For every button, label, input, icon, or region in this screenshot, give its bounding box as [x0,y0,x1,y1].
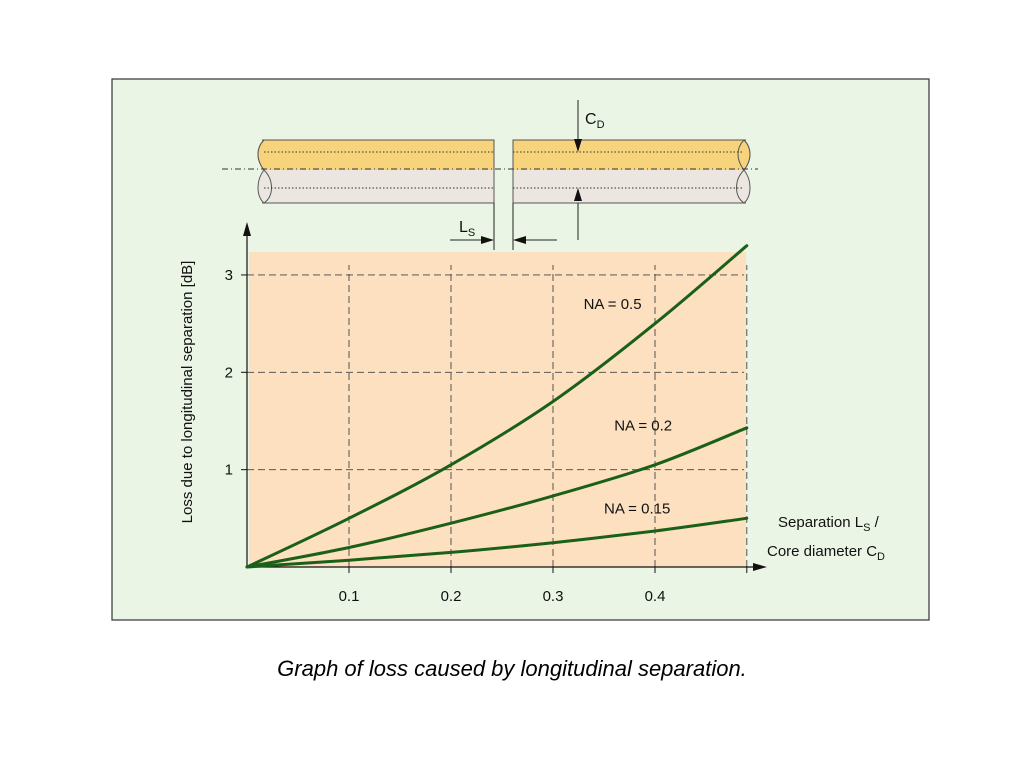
curves: NA = 0.5 NA = 0.2 NA = 0.15 [245,244,749,569]
y-axis-label: Loss due to longitudinal separation [dB] [179,261,196,524]
ls-arrow-left [513,236,526,244]
cd-label: CD [585,111,605,131]
loss-chart: 0.1 0.2 0.3 0.4 1 2 3 NA = 0.5 NA = 0.2 NA = 0.1… [179,222,885,605]
y-tick-label: 3 [225,267,233,284]
x-axis-arrow [753,563,767,571]
series-label: NA = 0.2 [614,418,672,435]
curve-series-2 [245,426,749,569]
figure-caption: Graph of loss caused by longitudinal sep… [277,656,747,681]
y-tick-label: 1 [225,462,233,479]
fiber-diagram: CD LS [222,100,758,250]
curve-series-1 [245,244,749,569]
x-axis-label-line2: Core diameter CD [767,543,885,563]
x-axis-label-line1: Separation LS / [778,514,880,534]
curve-series-3 [245,516,749,569]
cd-arrow-down [574,139,582,152]
axes [243,222,767,571]
y-axis-arrow [243,222,251,236]
y-tick-label: 2 [225,364,233,381]
left-fiber [257,139,495,204]
ls-arrow-right [481,236,494,244]
right-fiber [512,139,751,204]
axis-ticks: 0.1 0.2 0.3 0.4 1 2 3 [225,267,748,605]
series-label: NA = 0.15 [604,500,670,517]
plot-area [249,252,746,567]
x-tick-label: 0.4 [645,588,666,605]
series-label: NA = 0.5 [584,296,642,313]
x-tick-label: 0.2 [441,588,462,605]
ls-label: LS [459,219,475,239]
cd-arrow-up [574,188,582,201]
x-tick-label: 0.3 [543,588,564,605]
x-tick-label: 0.1 [339,588,360,605]
